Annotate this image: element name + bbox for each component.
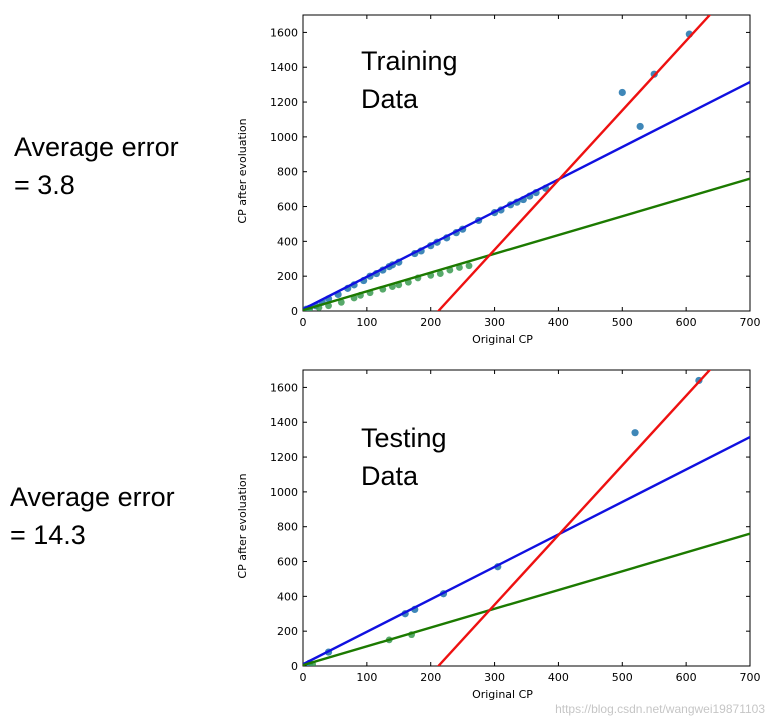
- y-tick-label: 0: [291, 305, 298, 318]
- data-point: [636, 122, 644, 131]
- x-tick-label: 0: [300, 671, 307, 684]
- y-tick-label: 200: [277, 270, 298, 283]
- average-error-value: = 3.8: [14, 170, 75, 200]
- y-tick-label: 1200: [270, 451, 298, 464]
- x-tick-label: 100: [356, 316, 377, 329]
- y-axis-label: CP after evoluation: [236, 118, 249, 223]
- y-tick-label: 1600: [270, 381, 298, 394]
- x-tick-label: 200: [420, 671, 441, 684]
- plot-frame: [302, 14, 751, 312]
- watermark: https://blog.csdn.net/wangwei19871103: [555, 702, 765, 716]
- x-tick-label: 500: [612, 671, 633, 684]
- annotation-text: Data: [361, 461, 419, 491]
- x-tick-label: 300: [484, 671, 505, 684]
- x-tick-label: 600: [676, 316, 697, 329]
- y-tick-label: 1600: [270, 26, 298, 39]
- y-tick-label: 0: [291, 660, 298, 673]
- y-tick-label: 1400: [270, 61, 298, 74]
- x-tick-label: 500: [612, 316, 633, 329]
- testing-chart: 0 100 200 300 400 500 600 700 0 200 400 600 800 1000 1…: [236, 369, 761, 701]
- x-tick-label: 600: [676, 671, 697, 684]
- y-tick-label: 800: [277, 166, 298, 179]
- data-point: [631, 429, 639, 437]
- green-fit-line: [303, 177, 750, 311]
- x-tick-label: 700: [740, 316, 761, 329]
- x-axis-label: Original CP: [472, 333, 533, 346]
- average-error-training: Average error = 3.8: [14, 128, 179, 204]
- y-tick-label: 1400: [270, 416, 298, 429]
- x-tick-label: 700: [740, 671, 761, 684]
- average-error-label: Average error: [10, 482, 175, 512]
- plot-area: [303, 370, 750, 666]
- plot-frame: [302, 369, 751, 667]
- y-tick-label: 800: [277, 521, 298, 534]
- average-error-testing: Average error = 14.3: [10, 478, 175, 554]
- x-tick-label: 0: [300, 316, 307, 329]
- x-tick-label: 400: [548, 316, 569, 329]
- x-tick-label: 200: [420, 316, 441, 329]
- data-point: [618, 88, 626, 97]
- data-point: [465, 262, 473, 270]
- plot-area: [303, 15, 750, 311]
- annotation-text: Training: [361, 46, 458, 76]
- x-tick-label: 100: [356, 671, 377, 684]
- y-tick-label: 200: [277, 625, 298, 638]
- y-axis-label: CP after evoluation: [236, 473, 249, 578]
- average-error-label: Average error: [14, 132, 179, 162]
- x-axis-label: Original CP: [472, 688, 533, 701]
- red-fit-line: [437, 370, 711, 666]
- blue-fit-line: [303, 435, 750, 666]
- average-error-value: = 14.3: [10, 520, 86, 550]
- annotation-text: Testing: [361, 423, 447, 453]
- y-tick-label: 600: [277, 201, 298, 214]
- y-tick-label: 1000: [270, 486, 298, 499]
- green-fit-line: [303, 532, 750, 666]
- blue-fit-line: [303, 80, 750, 311]
- y-tick-label: 400: [277, 235, 298, 248]
- y-tick-label: 400: [277, 590, 298, 603]
- y-tick-label: 1000: [270, 131, 298, 144]
- y-tick-label: 600: [277, 556, 298, 569]
- training-chart: 0 100 200 300 400 500 600 700 0 200 400 600 800 1000 1…: [236, 14, 761, 346]
- x-tick-label: 400: [548, 671, 569, 684]
- x-tick-label: 300: [484, 316, 505, 329]
- data-point: [436, 270, 444, 277]
- annotation-text: Data: [361, 84, 419, 114]
- y-tick-label: 1200: [270, 96, 298, 109]
- red-fit-line: [437, 15, 711, 311]
